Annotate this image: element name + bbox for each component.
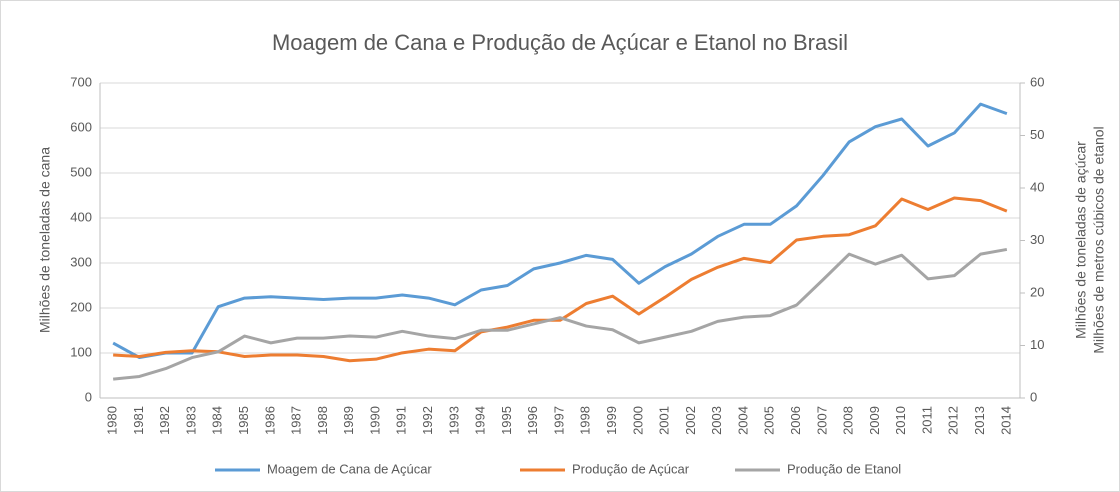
x-tick-label: 1988 (315, 406, 330, 435)
x-tick-label: 1992 (420, 406, 435, 435)
y-tick-label: 400 (70, 209, 92, 224)
series-line (113, 196, 1008, 363)
y2-tick-label: 0 (1030, 389, 1037, 404)
y-tick-label: 600 (70, 119, 92, 134)
x-tick-label: 2001 (657, 406, 672, 435)
x-tick-label: 1994 (473, 406, 488, 435)
legend-label: Moagem de Cana de Açúcar (267, 461, 432, 476)
x-tick-label: 1995 (499, 406, 514, 435)
x-tick-label: 2000 (630, 406, 645, 435)
y2-tick-label: 30 (1030, 232, 1044, 247)
x-tick-label: 2005 (762, 406, 777, 435)
x-tick-label: 1987 (289, 406, 304, 435)
y-tick-label: 0 (85, 389, 92, 404)
x-tick-label: 1982 (157, 406, 172, 435)
y2-tick-label: 40 (1030, 179, 1044, 194)
legend-label: Produção de Açúcar (572, 461, 690, 476)
x-tick-label: 1990 (367, 406, 382, 435)
y-tick-label: 500 (70, 164, 92, 179)
x-tick-label: 2008 (841, 406, 856, 435)
x-tick-label: 2009 (867, 406, 882, 435)
y2-axis-label: Milhões de metros cúbicos de etanol (1091, 126, 1107, 353)
y-tick-label: 200 (70, 299, 92, 314)
x-tick-label: 1980 (105, 406, 120, 435)
x-tick-label: 1998 (578, 406, 593, 435)
y2-tick-label: 60 (1030, 74, 1044, 89)
x-tick-label: 2002 (683, 406, 698, 435)
series-line (112, 247, 1008, 381)
y2-tick-label: 20 (1030, 284, 1044, 299)
x-tick-label: 1991 (394, 406, 409, 435)
chart-title: Moagem de Cana e Produção de Açúcar e Et… (272, 30, 848, 55)
x-tick-label: 2004 (735, 406, 750, 435)
y-tick-label: 300 (70, 254, 92, 269)
x-tick-label: 1984 (210, 406, 225, 435)
x-tick-label: 1997 (551, 406, 566, 435)
x-tick-label: 2013 (972, 406, 987, 435)
x-tick-label: 1989 (341, 406, 356, 435)
x-tick-label: 1985 (236, 406, 251, 435)
x-tick-label: 2006 (788, 406, 803, 435)
x-tick-label: 2010 (893, 406, 908, 435)
x-tick-label: 1986 (262, 406, 277, 435)
legend-label: Produção de Etanol (787, 461, 901, 476)
x-tick-label: 2012 (946, 406, 961, 435)
x-tick-label: 1983 (183, 406, 198, 435)
y2-axis-label: Milhões de toneladas de açúcar (1073, 141, 1089, 339)
x-tick-label: 1993 (446, 406, 461, 435)
x-tick-label: 1981 (131, 406, 146, 435)
x-tick-label: 2003 (709, 406, 724, 435)
y2-tick-label: 10 (1030, 337, 1044, 352)
y2-tick-label: 50 (1030, 127, 1044, 142)
y-tick-label: 100 (70, 344, 92, 359)
x-tick-label: 1999 (604, 406, 619, 435)
series-line (112, 102, 1008, 359)
x-tick-label: 1996 (525, 406, 540, 435)
x-tick-label: 2007 (814, 406, 829, 435)
y-tick-label: 700 (70, 74, 92, 89)
x-tick-label: 2011 (919, 406, 934, 434)
y-axis-label: Milhões de toneladas de cana (37, 147, 53, 333)
x-tick-label: 2014 (998, 406, 1013, 435)
